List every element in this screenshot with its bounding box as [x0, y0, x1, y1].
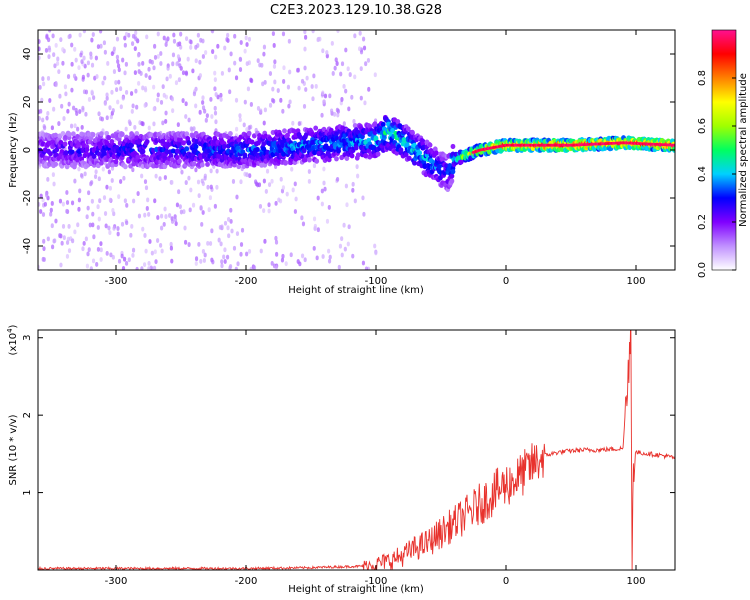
colorbar-tick-label: 0.8	[697, 70, 708, 86]
snr-series-line	[38, 330, 675, 570]
top-x-tick-label: -100	[365, 276, 388, 287]
svg-text:(x104): (x104)	[6, 324, 19, 355]
top-x-tick-label: -200	[235, 276, 258, 287]
colorbar: 0.0 0.2 0.4 0.6 0.8	[697, 29, 737, 278]
bottom-y-tick-label: 3	[22, 335, 33, 341]
top-y-tick-label: 40	[22, 48, 33, 61]
colorbar-tick-label: 0.6	[697, 118, 708, 134]
snr-panel: -300 -200 -100 0 100 1 2 3	[22, 329, 676, 587]
snr-multiplier-close: )	[8, 324, 19, 328]
snr-multiplier-label: (x104)	[6, 324, 19, 355]
colorbar-tick-label: 0.4	[697, 166, 708, 182]
bottom-x-tick-label: -100	[365, 576, 388, 587]
snr-multiplier-base: (x10	[8, 333, 19, 356]
top-y-tick-label: -20	[22, 190, 33, 206]
top-y-tick-label: -40	[22, 238, 33, 254]
bottom-x-tick-label: -200	[235, 576, 258, 587]
snr-frame	[37, 329, 676, 571]
bottom-x-tick-label: 100	[626, 576, 645, 587]
bottom-y-tick-label: 1	[22, 489, 33, 495]
bottom-x-tick-label: 0	[503, 576, 509, 587]
top-y-tick-label: 0	[22, 147, 33, 153]
top-x-axis-label: Height of straight line (km)	[288, 285, 424, 296]
bottom-x-tick-label: -300	[105, 576, 128, 587]
colorbar-gradient	[711, 29, 737, 271]
snr-multiplier-exp: 4	[6, 328, 14, 333]
colorbar-tick-label: 0.0	[697, 262, 708, 278]
colorbar-tick-label: 0.2	[697, 214, 708, 230]
bottom-y-axis-label: SNR (10 * v/v)	[8, 414, 19, 485]
top-y-axis-label: Frequency (Hz)	[8, 112, 19, 188]
top-x-tick-label: 100	[626, 276, 645, 287]
top-x-tick-label: 0	[503, 276, 509, 287]
bottom-y-tick-label: 2	[22, 412, 33, 418]
top-x-tick-label: -300	[105, 276, 128, 287]
top-y-tick-label: 20	[22, 96, 33, 109]
chart-title: C2E3.2023.129.10.38.G28	[270, 3, 442, 18]
bottom-x-axis-label: Height of straight line (km)	[288, 584, 424, 595]
colorbar-label: Normalized spectral amplitude	[738, 73, 749, 227]
spectrogram-image	[38, 30, 675, 270]
